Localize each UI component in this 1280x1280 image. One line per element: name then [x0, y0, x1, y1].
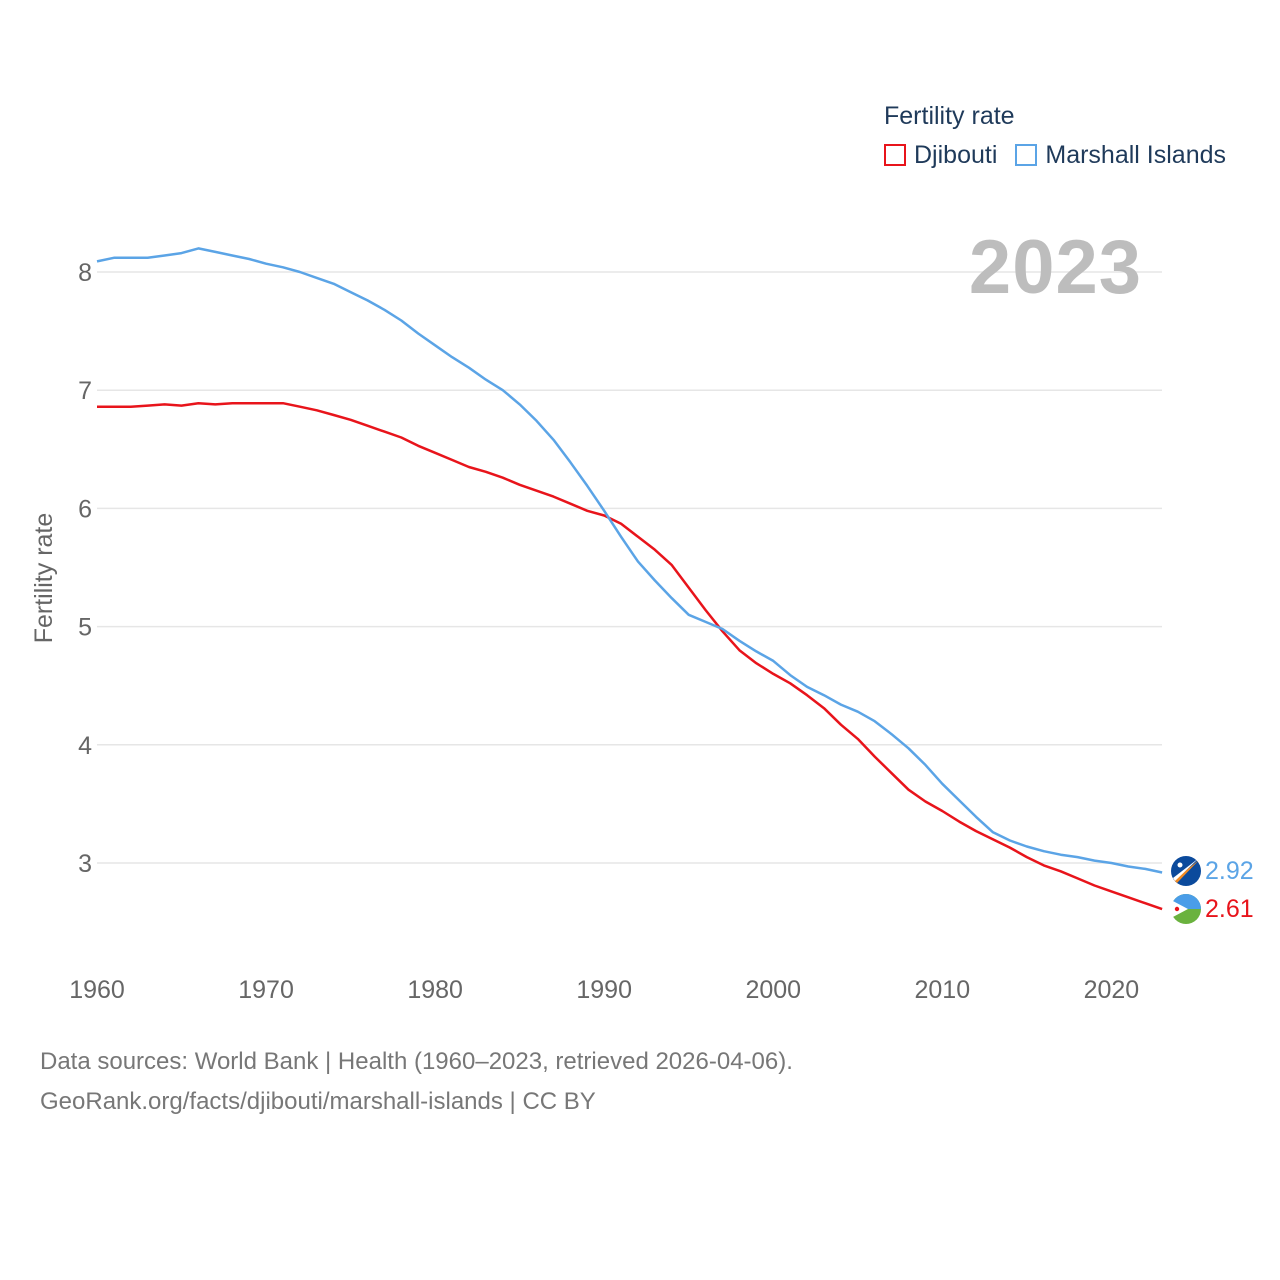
legend-item-marshall-islands[interactable]: Marshall Islands — [1015, 138, 1226, 172]
flag-marshall-white — [1173, 858, 1199, 881]
series-line-djibouti — [97, 401, 1163, 911]
year-stamp: 2023 — [968, 225, 1142, 310]
series-line-marshall-islands — [96, 247, 1163, 874]
footer-sources: Data sources: World Bank | Health (1960–… — [40, 1048, 793, 1075]
y-tick-label-3: 3 — [78, 850, 92, 878]
x-tick-label-2000: 2000 — [745, 976, 801, 1004]
y-tick-label-8: 8 — [78, 259, 92, 287]
x-tick-label-1980: 1980 — [407, 976, 463, 1004]
legend-swatch-marshall-islands — [1015, 144, 1038, 166]
legend-item-djibouti[interactable]: Djibouti — [884, 138, 997, 172]
end-label-djibouti: 2.61 — [1205, 895, 1254, 923]
x-tick-label-2010: 2010 — [915, 976, 971, 1004]
x-tick-label-1970: 1970 — [238, 976, 294, 1004]
flag-djibouti-triangle — [1171, 900, 1188, 918]
series-end-markers: 2.61 2.92 — [1171, 856, 1254, 924]
y-axis-label: Fertility rate — [30, 513, 58, 644]
flag-marshall-orange — [1174, 860, 1199, 883]
end-label-marshall-islands: 2.92 — [1205, 857, 1254, 885]
flag-djibouti-star — [1174, 906, 1180, 912]
series-lines — [96, 247, 1163, 911]
flag-djibouti-icon — [1171, 894, 1201, 924]
legend-title: Fertility rate — [884, 102, 1015, 130]
flag-marshall-islands-icon — [1171, 856, 1201, 886]
flag-marshall-star — [1177, 862, 1183, 868]
footer-link[interactable]: GeoRank.org/facts/djibouti/marshall-isla… — [40, 1088, 596, 1115]
footer: Data sources: World Bank | Health (1960–… — [40, 1042, 793, 1122]
legend: Fertility rate Djibouti Marshall Islands — [884, 98, 1244, 172]
legend-swatch-djibouti — [884, 144, 906, 166]
y-tick-label-7: 7 — [78, 377, 92, 405]
x-tick-label-2020: 2020 — [1084, 976, 1140, 1004]
x-tick-label-1960: 1960 — [69, 976, 125, 1004]
grid-lines — [97, 271, 1162, 864]
x-tick-label-1990: 1990 — [576, 976, 632, 1004]
y-tick-label-4: 4 — [78, 732, 92, 760]
y-tick-label-5: 5 — [78, 614, 92, 642]
y-axis-ticks: 3 4 5 6 7 8 — [78, 259, 92, 878]
legend-label-marshall-islands: Marshall Islands — [1045, 141, 1227, 169]
legend-label-djibouti: Djibouti — [914, 141, 998, 169]
x-axis-ticks: 1960 1970 1980 1990 2000 2010 2020 — [69, 976, 1139, 1004]
y-tick-label-6: 6 — [78, 495, 92, 523]
